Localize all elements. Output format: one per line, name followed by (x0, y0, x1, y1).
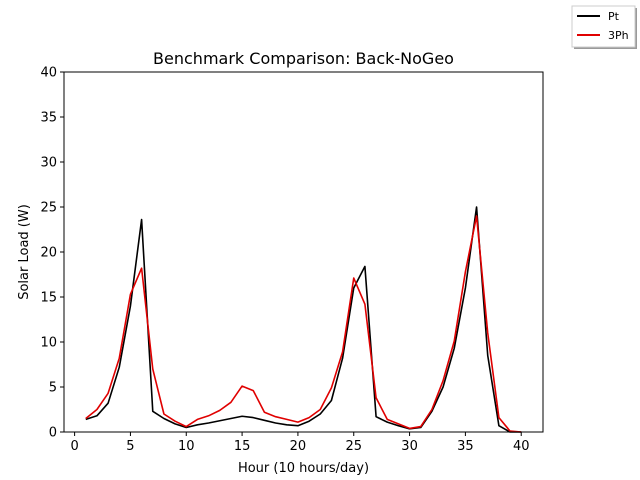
x-tick-label: 15 (234, 439, 251, 454)
x-tick-label: 40 (513, 439, 530, 454)
y-axis: 0 5 10 15 20 25 30 35 40 (40, 66, 64, 441)
chart-title: Benchmark Comparison: Back-NoGeo (153, 49, 454, 68)
x-tick-label: 0 (70, 439, 78, 454)
x-tick-label: 25 (345, 439, 362, 454)
series-layer (85, 206, 522, 433)
y-tick-label: 30 (40, 156, 57, 171)
legend-box (571, 5, 636, 48)
series-line-pt (85, 206, 522, 433)
legend: Pt 3Ph (571, 5, 637, 49)
y-tick-label: 40 (40, 66, 57, 81)
y-tick-label: 5 (49, 381, 57, 396)
y-tick-label: 35 (40, 111, 57, 126)
y-tick-label: 25 (40, 201, 57, 216)
y-tick-label: 10 (40, 336, 57, 351)
plot-area (63, 71, 544, 433)
y-tick-label: 15 (40, 291, 57, 306)
x-tick-label: 5 (126, 439, 134, 454)
x-axis: 0 5 10 15 20 25 30 35 40 (70, 432, 530, 454)
x-tick-label: 35 (457, 439, 474, 454)
y-axis-title: Solar Load (W) (17, 204, 32, 300)
series-line-3ph (85, 215, 522, 433)
x-tick-label: 30 (401, 439, 418, 454)
x-axis-title: Hour (10 hours/day) (238, 461, 369, 476)
legend-label-3ph: 3Ph (608, 29, 629, 42)
legend-label-pt: Pt (608, 10, 620, 23)
x-tick-label: 20 (290, 439, 307, 454)
x-tick-label: 10 (178, 439, 195, 454)
y-tick-label: 20 (40, 246, 57, 261)
y-tick-label: 0 (49, 426, 57, 441)
